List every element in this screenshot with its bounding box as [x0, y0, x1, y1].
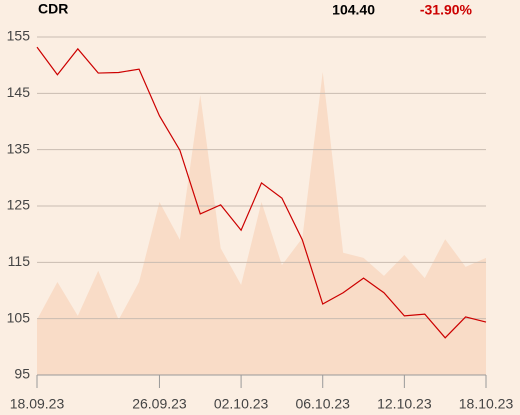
change: -31.90% [420, 2, 473, 18]
y-tick-label: 105 [7, 309, 31, 325]
y-tick-label: 95 [14, 366, 30, 382]
price: 104.40 [332, 2, 375, 18]
volume-area [37, 71, 486, 375]
x-tick-label: 18.09.23 [10, 396, 65, 412]
x-tick-label: 12.10.23 [377, 396, 432, 412]
x-tick-label: 02.10.23 [214, 396, 269, 412]
ticker: CDR [38, 1, 68, 17]
y-tick-label: 115 [8, 253, 31, 269]
x-tick-label: 06.10.23 [295, 396, 350, 412]
y-tick-label: 155 [7, 28, 31, 44]
x-tick-label: 26.09.23 [132, 396, 187, 412]
y-tick-label: 145 [7, 84, 31, 100]
y-tick-label: 125 [7, 197, 31, 213]
price-line [36, 46, 487, 339]
x-tick-label: 18.10.23 [459, 396, 514, 412]
y-tick-label: 135 [7, 140, 31, 156]
